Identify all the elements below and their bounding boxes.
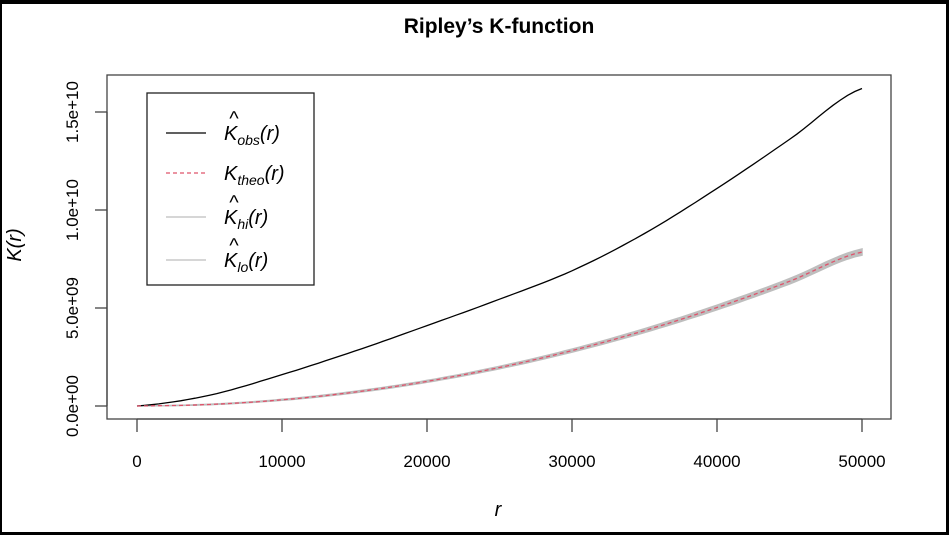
series-lines (136, 87, 863, 407)
x-tick-label: 20000 (403, 452, 450, 471)
x-axis-label: r (495, 499, 503, 521)
x-tick-label: 10000 (258, 452, 305, 471)
y-tick-label: 0.0e+00 (63, 375, 82, 437)
x-axis: 0 10000 20000 30000 40000 50000 (132, 418, 886, 471)
series-line-theo (136, 251, 863, 407)
series-line-obs (136, 87, 863, 407)
hat-accent: ^ (229, 192, 239, 214)
x-tick-label: 30000 (548, 452, 595, 471)
y-tick-label: 5.0e+09 (63, 277, 82, 339)
y-axis-label: K(r) (4, 228, 26, 261)
hat-accent: ^ (229, 108, 239, 130)
legend-label-obs: Kobs(r) (224, 123, 280, 148)
x-tick-label: 40000 (693, 452, 740, 471)
legend-label-hi: Khi(r) (224, 207, 268, 232)
legend-label-theo: Ktheo(r) (224, 163, 285, 188)
legend-box (146, 92, 315, 286)
x-tick-label: 0 (132, 452, 141, 471)
y-axis: 0.0e+00 5.0e+09 1.0e+10 1.5e+10 (63, 81, 108, 437)
x-tick-label: 50000 (838, 452, 885, 471)
legend-label-lo: Klo(r) (224, 250, 268, 275)
hat-accent: ^ (229, 235, 239, 257)
y-tick-label: 1.5e+10 (63, 81, 82, 143)
legend: Kobs(r)^Ktheo(r)Khi(r)^Klo(r)^ (146, 92, 315, 286)
y-tick-label: 1.0e+10 (63, 179, 82, 241)
chart-title: Ripley’s K-function (404, 15, 595, 38)
envelope-band (136, 248, 863, 407)
